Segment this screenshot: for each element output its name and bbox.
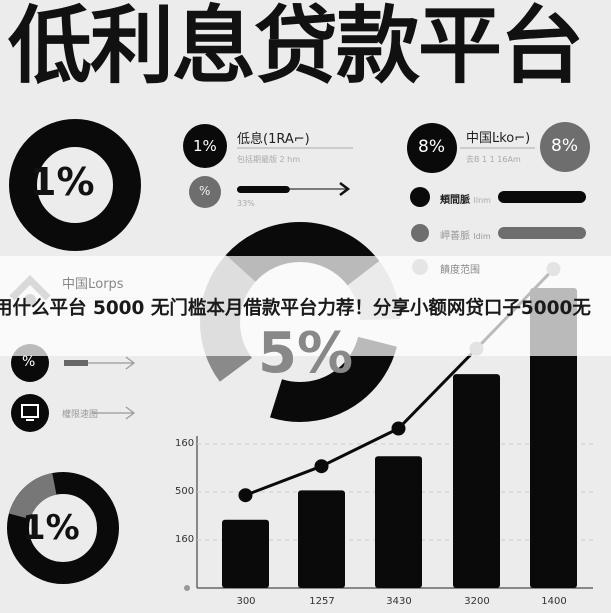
item3-label: 饋度范围 <box>440 265 480 276</box>
y-tick: 500 <box>175 486 195 497</box>
monitor-icon <box>11 394 49 432</box>
badge-circle-2 <box>189 176 221 208</box>
row2-percent: 33% <box>237 199 255 208</box>
row1-heading: 低息(1RA⌐) <box>237 132 310 147</box>
x-tick-label: 3430 <box>386 596 412 607</box>
x-tick-label: 1400 <box>541 596 567 607</box>
badge-circle-8-right <box>540 122 590 172</box>
page-title: 低利息贷款平台 <box>8 0 584 95</box>
banner-overlay <box>0 256 611 356</box>
donut-bottom-left-label: 1% <box>22 508 80 548</box>
chart-bar <box>222 519 269 588</box>
bar-gray <box>498 227 586 239</box>
y-tick: 160 <box>175 534 195 545</box>
badge-8-right-label: 8% <box>551 136 578 156</box>
bar-black <box>498 191 586 203</box>
clock-icon <box>410 187 430 207</box>
badge-8-left-label: 8% <box>418 137 445 157</box>
badge-circle-1 <box>183 124 227 168</box>
donut-top-left <box>9 119 141 251</box>
right-subtitle: 去B 1 1 16Am <box>466 155 521 164</box>
item1-label: 頬間脈 Ilnm <box>440 195 491 206</box>
badge-2-label: % <box>199 184 211 198</box>
chart-bar <box>298 490 345 588</box>
right-heading: 中国Ŀko⌐) <box>466 131 531 146</box>
left-list-heading: 中国Ŀorps <box>62 277 124 292</box>
badge-circle-8-left <box>407 123 457 173</box>
donut-top-left-label: 1% <box>30 160 95 204</box>
banner-text: 用什么平台 5000 无门槛本月借款平台力荐！分享小额网贷口子5000无 <box>0 298 591 319</box>
chart-bar <box>375 456 422 588</box>
chart-point <box>238 488 253 503</box>
y-tick: 160 <box>175 438 195 449</box>
badge-1-label: 1% <box>193 137 217 155</box>
chart-bar <box>453 374 500 588</box>
chart-point <box>314 459 329 474</box>
row1-subtitle: 包括期最版 2 hm <box>237 155 301 164</box>
chart-bar <box>530 288 577 588</box>
item2-label: 岬善脈 Idim <box>440 231 491 242</box>
progress-bar <box>237 186 290 193</box>
x-tick-label: 1257 <box>309 596 335 607</box>
chart-point <box>391 421 406 436</box>
center-donut-label: 5% <box>258 321 354 386</box>
info-icon <box>411 224 429 242</box>
left-item3-label: 權限速图 <box>62 410 99 420</box>
left-percent-label: % <box>22 354 36 370</box>
x-tick-label: 300 <box>236 596 256 607</box>
arrow-head-icon <box>339 182 351 196</box>
x-tick-label: 3200 <box>464 596 490 607</box>
donut-bottom-left <box>7 472 119 584</box>
